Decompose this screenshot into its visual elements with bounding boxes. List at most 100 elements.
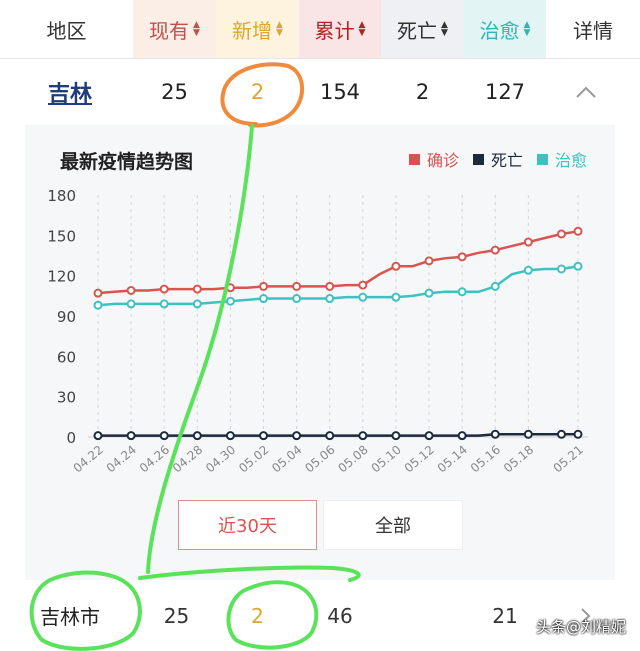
series-line-死亡 [98, 433, 578, 437]
data-point [556, 429, 566, 439]
total-cases: 154 [319, 80, 361, 104]
current-cases: 25 [161, 80, 188, 104]
data-point [259, 281, 269, 291]
x-tick-label: 04.28 [170, 443, 205, 476]
y-tick-label: 60 [57, 348, 76, 366]
data-point [391, 261, 401, 271]
data-point [358, 431, 368, 441]
legend-item-deaths[interactable]: 死亡 [472, 147, 523, 171]
data-point [259, 431, 269, 441]
column-header-deaths[interactable]: 死亡 ▲ ▼ [381, 0, 464, 58]
sort-icon: ▲ ▼ [276, 20, 283, 38]
column-header-current[interactable]: 现有 ▲ ▼ [133, 0, 216, 58]
trend-line-chart: 0 30 60 90 120 150 180 04.2204.2404.2604.2804.3… [47, 187, 588, 476]
data-point [424, 256, 434, 266]
city-current-cases: 25 [163, 603, 190, 628]
sort-icon: ▲ ▼ [193, 20, 200, 38]
column-header-new[interactable]: 新增 ▲ ▼ [216, 0, 299, 58]
divider [0, 58, 640, 59]
data-point [126, 299, 136, 309]
data-point [556, 264, 566, 274]
data-point [424, 288, 434, 298]
data-point [523, 237, 533, 247]
province-name-cell[interactable]: 吉林 [0, 59, 140, 125]
data-point [126, 285, 136, 295]
legend-item-confirmed[interactable]: 确诊 [408, 147, 459, 171]
x-tick-label: 05.10 [369, 443, 404, 476]
column-label: 新增 [232, 18, 273, 43]
legend-label: 确诊 [426, 151, 459, 170]
legend-swatch [536, 153, 548, 165]
data-point [93, 300, 103, 310]
chevron-right-icon [581, 607, 591, 624]
data-point [159, 284, 169, 294]
city-detail-arrow[interactable] [560, 580, 610, 651]
column-header-details: 详情 [546, 0, 640, 58]
column-header-total[interactable]: 累计 ▲ ▼ [299, 0, 381, 58]
x-tick-label: 05.02 [236, 443, 271, 476]
data-point [490, 281, 500, 291]
watermark: 头条@刘精妮 [535, 618, 626, 636]
data-point [424, 431, 434, 441]
province-name-link[interactable]: 吉林 [47, 82, 92, 107]
data-point [292, 294, 302, 304]
city-cured-count: 21 [492, 603, 518, 628]
legend-item-cured[interactable]: 治愈 [536, 147, 587, 171]
sort-icon: ▲ ▼ [523, 20, 531, 38]
data-point [292, 281, 302, 291]
data-point [192, 299, 202, 309]
y-tick-label: 0 [66, 429, 76, 447]
data-point [325, 294, 335, 304]
city-name[interactable]: 吉林市 [40, 605, 100, 629]
y-tick-label: 30 [57, 389, 76, 407]
y-tick-label: 120 [47, 268, 76, 286]
column-label: 治愈 [479, 18, 520, 43]
column-label: 累计 [314, 18, 355, 43]
range-all-button[interactable]: 全部 [323, 500, 463, 550]
city-new-cases: 2 [251, 603, 264, 628]
data-point [358, 280, 368, 290]
data-point [126, 431, 136, 441]
data-point [159, 299, 169, 309]
column-label: 死亡 [397, 18, 438, 43]
data-point [192, 284, 202, 294]
data-point [358, 292, 368, 302]
column-label: 现有 [149, 18, 190, 43]
data-point [292, 431, 302, 441]
x-tick-label: 04.22 [71, 443, 106, 476]
collapse-toggle[interactable] [546, 59, 626, 125]
sort-icon: ▲ ▼ [358, 20, 366, 38]
x-tick-label: 04.30 [203, 443, 238, 476]
data-point [93, 288, 103, 298]
data-point [490, 429, 500, 439]
data-point [457, 252, 467, 262]
death-count: 2 [415, 80, 430, 104]
data-point [225, 296, 235, 306]
x-tick-label: 05.06 [302, 443, 337, 476]
range-30-days-button[interactable]: 近30天 [178, 500, 317, 550]
new-cases: 2 [250, 80, 265, 104]
table-header: 地区 现有 ▲ ▼ 新增 ▲ ▼ 累计 ▲ ▼ 死亡 ▲ ▼ 治愈 ▲ ▼ 详情 [0, 0, 640, 58]
data-point [325, 281, 335, 291]
chart-legend: 确诊 死亡 治愈 [408, 147, 587, 171]
trend-chart-panel: 最新疫情趋势图 确诊 死亡 治愈 0 30 60 90 120 150 180 04.22 04… [25, 125, 615, 580]
data-point [523, 429, 533, 439]
data-point [391, 292, 401, 302]
x-tick-label: 05.21 [551, 443, 586, 476]
data-point [573, 226, 583, 236]
x-tick-label: 05.14 [435, 443, 470, 476]
legend-label: 治愈 [554, 151, 587, 170]
data-point [192, 431, 202, 441]
x-tick-label: 05.08 [335, 443, 370, 476]
data-point [325, 431, 335, 441]
x-tick-label: 04.26 [137, 443, 172, 476]
y-tick-label: 90 [57, 308, 76, 326]
province-row[interactable]: 吉林 25 2 154 2 127 [0, 59, 640, 125]
data-point [490, 245, 500, 255]
x-tick-label: 05.16 [468, 443, 503, 476]
legend-swatch [472, 153, 484, 165]
x-tick-label: 05.18 [501, 443, 536, 476]
column-header-cured[interactable]: 治愈 ▲ ▼ [464, 0, 546, 58]
cured-count: 127 [484, 80, 526, 104]
column-label: 详情 [573, 18, 613, 43]
